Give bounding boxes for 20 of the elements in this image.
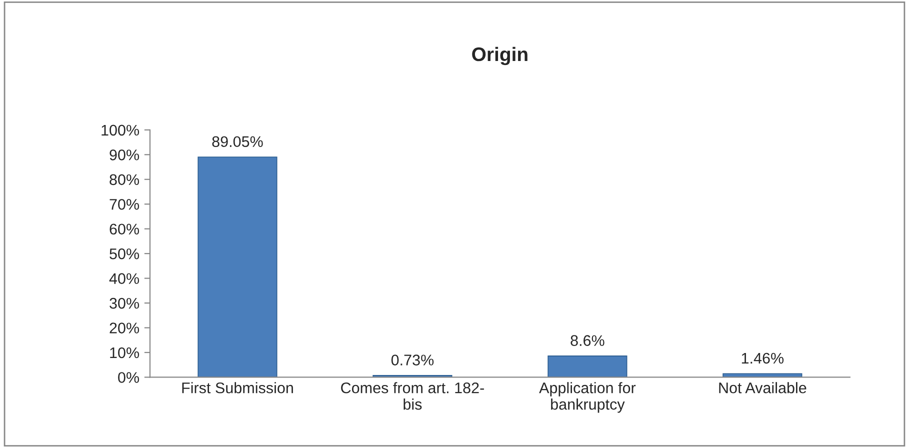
x-tick-label: Not Available: [719, 382, 806, 394]
y-tick-label: 30%: [110, 298, 140, 309]
y-tick-label: 20%: [110, 322, 140, 334]
data-label: 0.73%: [391, 354, 434, 366]
y-tick-label: 10%: [110, 347, 140, 358]
y-tick-label: 0%: [118, 372, 140, 383]
data-label: 89.05%: [212, 136, 263, 148]
x-tick-label: Application for bankruptcy: [539, 382, 636, 413]
y-tick-label: 70%: [110, 198, 140, 210]
chart-title: Origin: [472, 46, 528, 66]
y-tick-label: 60%: [110, 224, 140, 235]
y-tick-label: 90%: [110, 150, 140, 160]
y-tick-label: 100%: [102, 124, 140, 136]
data-label: 8.6%: [570, 335, 604, 346]
y-tick-label: 50%: [110, 248, 140, 260]
y-tick-label: 40%: [109, 273, 140, 284]
data-label: 1.46%: [742, 352, 784, 364]
x-tick-label: First Submission: [182, 382, 293, 394]
x-tick-label: Comes from art. 182- bis: [341, 382, 484, 410]
y-tick-label: 80%: [110, 174, 140, 186]
